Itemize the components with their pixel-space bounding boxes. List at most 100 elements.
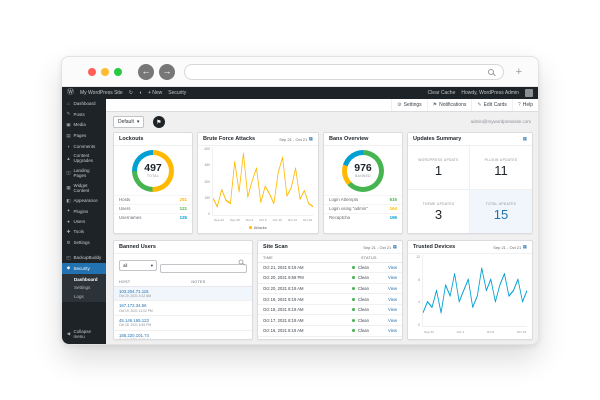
forward-button[interactable]: → — [159, 64, 175, 80]
sidebar-label: BackupBuddy — [73, 255, 102, 261]
updates-cell-total: Total Updates 15 — [470, 189, 532, 233]
table-row: Oct 21, 2021 8:19 AM Clean View — [258, 263, 402, 274]
edit-cards-button[interactable]: ✎ Edit Cards — [471, 99, 512, 111]
view-link[interactable]: View — [387, 317, 397, 323]
updates-cell-themes: Theme Updates 3 — [408, 189, 470, 233]
banned-users-filters: all ▾ — [114, 254, 252, 278]
collapse-menu-button[interactable]: ◀ Collapse menu — [62, 326, 106, 341]
legend-label: Login Attempts — [329, 197, 359, 203]
back-button[interactable]: ← — [138, 64, 154, 80]
banned-ip-link[interactable]: 167.172.34.56 — [119, 303, 147, 309]
avatar[interactable] — [525, 89, 533, 97]
browser-toolbar: ← → + — [62, 57, 538, 87]
date-range-picker[interactable]: Sep 21 - Oct 21 ▦ — [493, 244, 527, 250]
help-label: Help — [522, 102, 533, 108]
zoom-window-button[interactable] — [114, 68, 122, 76]
sidebar-label: Plugins — [73, 208, 89, 214]
card-title: Trusted Devices — [413, 244, 456, 250]
address-bar[interactable] — [184, 64, 504, 80]
date-picker[interactable]: ▦ — [523, 136, 527, 142]
sidebar-item-security[interactable]: ◆ Security — [62, 262, 106, 274]
ban-date: Oct 20, 2021 4:12 AM — [119, 294, 151, 298]
howdy-link[interactable]: Howdy, WordPress Admin — [461, 90, 519, 96]
sidebar-item-content-upgrades[interactable]: ▲ Content Upgrades — [62, 151, 106, 166]
banned-ip-link[interactable]: 185.220.101.74 — [119, 332, 149, 338]
close-window-button[interactable] — [88, 68, 96, 76]
column-header-status: STATUS — [361, 255, 377, 260]
status-dot — [351, 297, 355, 301]
sidebar-item-settings[interactable]: ⚙ Settings — [62, 237, 106, 248]
ban-type-select[interactable]: all ▾ — [119, 260, 157, 271]
backupbuddy-icon: ◰ — [66, 254, 71, 260]
chevron-down-icon: ▾ — [136, 119, 140, 125]
sidebar-item-plugins[interactable]: ✦ Plugins — [62, 206, 106, 217]
sidebar-label: Media — [73, 122, 86, 128]
dashboard-select[interactable]: Default ▾ — [113, 116, 145, 128]
notifications-button[interactable]: ⚑ Notifications — [426, 99, 472, 111]
table-row[interactable]: 45.146.165.123 Oct 18, 2021 6:45 PM — [114, 316, 252, 331]
table-row[interactable]: 185.220.101.74Oct 16, 2021 9:30 AM — [114, 331, 252, 339]
sidebar-label: Collapse menu — [73, 328, 92, 339]
banned-ip-link[interactable]: 103.204.71.115 — [119, 288, 149, 294]
comments-icon[interactable]: ◖ — [138, 90, 142, 96]
submenu-item-dashboard[interactable]: Dashboard — [74, 276, 98, 282]
security-dashboard: ⚙ Settings ⚑ Notifications ✎ Edit Cards ? He… — [106, 99, 538, 344]
legend-value: 121 — [179, 206, 187, 212]
bell-icon: ⚑ — [432, 102, 438, 108]
dashboard-subheader: Default ▾ ⚑ admin@mywordpresssite.com — [113, 116, 531, 129]
ban-date: Oct 19, 2021 11:02 PM — [119, 308, 153, 313]
card-lockouts: Lockouts 497 TOTAL Hosts 251 Users 121 Use… — [113, 132, 193, 234]
date-range-picker[interactable]: Sep 21 - Oct 21 ▦ — [279, 136, 313, 142]
status-dot — [351, 276, 355, 280]
sidebar-item-tools[interactable]: ✚ Tools — [62, 227, 106, 238]
wordpress-admin: Ⓦ My WordPress Site ↻ ◖ + New Security C… — [62, 87, 538, 344]
legend-row: Login using "admin" 164 — [324, 203, 402, 213]
view-link[interactable]: View — [387, 307, 397, 313]
sidebar-item-pages[interactable]: ▤ Pages — [62, 130, 106, 141]
minimize-window-button[interactable] — [101, 68, 109, 76]
table-row[interactable]: 103.204.71.115 Oct 20, 2021 4:12 AM — [114, 286, 252, 302]
dashboard-toolbar: ⚙ Settings ⚑ Notifications ✎ Edit Cards ? He… — [106, 99, 538, 112]
card-title: Bans Overview — [329, 136, 369, 142]
view-link[interactable]: View — [387, 285, 397, 291]
sidebar-item-widget-content[interactable]: ▦ Widget Content — [62, 180, 106, 195]
banned-users-search — [160, 257, 247, 275]
legend-dot — [249, 226, 253, 230]
updates-label: Plugin Updates — [484, 157, 518, 162]
sidebar-item-landing-pages[interactable]: ◫ Landing Pages — [62, 166, 106, 181]
submenu-item-logs[interactable]: Logs — [74, 293, 84, 299]
search-input[interactable] — [160, 263, 247, 273]
settings-button[interactable]: ⚙ Settings — [391, 99, 427, 111]
table-row[interactable]: 167.172.34.56 Oct 19, 2021 11:02 PM — [114, 301, 252, 316]
column-header-notes: NOTES — [191, 279, 206, 284]
updates-label: Total Updates — [485, 201, 517, 206]
view-link[interactable]: View — [387, 275, 397, 281]
banned-ip-link[interactable]: 45.146.165.123 — [119, 317, 149, 323]
view-link[interactable]: View — [387, 328, 397, 334]
help-icon: ? — [517, 102, 521, 108]
admin-bar-site-name[interactable]: My WordPress Site — [80, 90, 123, 96]
sidebar-item-backupbuddy[interactable]: ◰ BackupBuddy — [62, 252, 106, 263]
sidebar-item-appearance[interactable]: ◧ Appearance — [62, 195, 106, 206]
legend-row: Recaptcha 196 — [324, 212, 402, 222]
sidebar-item-dashboard[interactable]: ⌂ Dashboard — [62, 99, 106, 109]
wordpress-logo-icon[interactable]: Ⓦ — [67, 89, 74, 96]
sidebar-label: Appearance — [73, 198, 98, 204]
admin-bar-new-button[interactable]: + New — [147, 90, 163, 96]
sidebar-item-media[interactable]: ▣ Media — [62, 120, 106, 131]
updates-icon[interactable]: ↻ — [128, 90, 133, 96]
new-tab-button[interactable]: + — [515, 66, 522, 78]
date-range-picker[interactable]: Sep 21 - Oct 21 ▦ — [363, 244, 397, 250]
scan-time: Oct 20, 2021 8:19 AM — [263, 285, 304, 291]
dashboard-select-value: Default — [118, 119, 134, 125]
view-link[interactable]: View — [387, 296, 397, 302]
media-icon: ▣ — [66, 121, 71, 127]
notification-center-button[interactable]: ⚑ — [152, 116, 165, 128]
submenu-item-settings[interactable]: Settings — [74, 285, 91, 291]
sidebar-item-posts[interactable]: ✎ Posts — [62, 109, 106, 120]
help-button[interactable]: ? Help — [511, 99, 538, 111]
view-link[interactable]: View — [387, 264, 397, 270]
sidebar-item-users[interactable]: ● Users — [62, 217, 106, 227]
sidebar-item-comments[interactable]: ◖ Comments — [62, 141, 106, 151]
clear-cache-link[interactable]: Clear Cache — [427, 90, 456, 96]
